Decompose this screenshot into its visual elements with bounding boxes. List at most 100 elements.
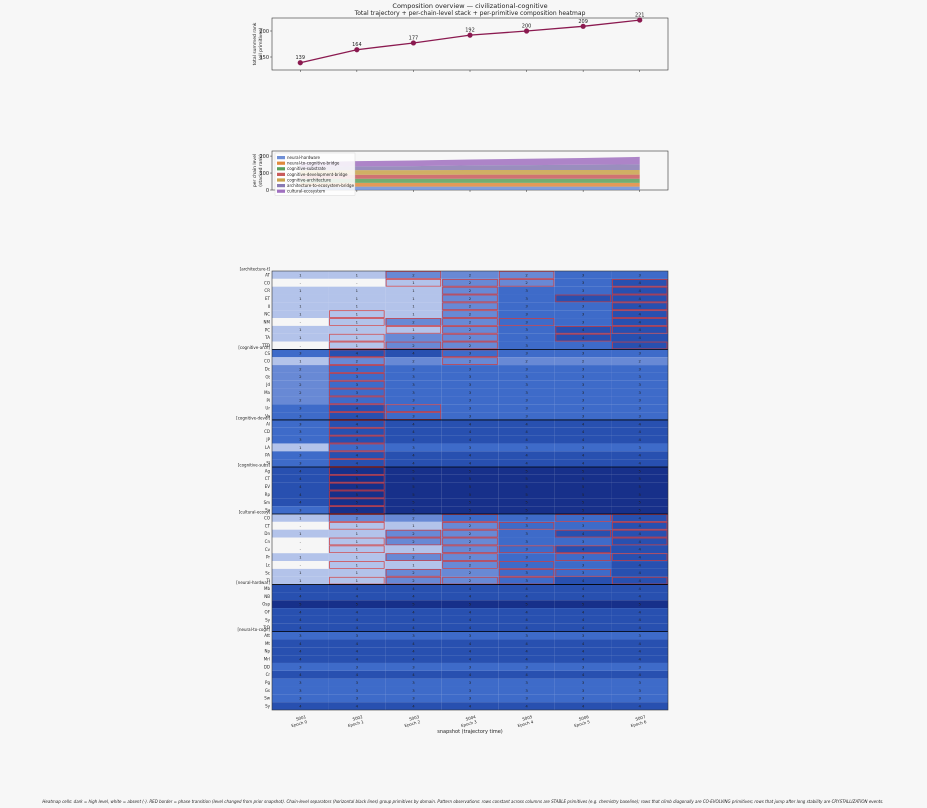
- heatmap-cell: [441, 561, 499, 569]
- heatmap-cell: [441, 466, 499, 475]
- phase-transition-border: [385, 569, 442, 577]
- heatmap-cell: [554, 357, 612, 366]
- heatmap-cell: [328, 655, 386, 663]
- heatmap-cell-value: 2: [299, 374, 302, 379]
- column-label-epoch: Epoch 6: [630, 719, 647, 728]
- heatmap-cell-value: 3: [582, 570, 585, 575]
- heatmap-cell: [272, 568, 329, 577]
- heatmap-cell: [498, 294, 555, 303]
- heatmap-cell-value: 1: [299, 515, 302, 520]
- heatmap-cell: [272, 286, 329, 295]
- heatmap-cell: [385, 553, 442, 562]
- trajectory-data-label: 221: [635, 13, 645, 19]
- phase-transition-border: [329, 537, 385, 546]
- heatmap-cell-value: 1: [356, 312, 359, 317]
- heatmap-cell: [611, 286, 668, 295]
- x-axis-label: snapshot (trajectory time): [437, 729, 503, 735]
- heatmap-cell-value: 2: [525, 359, 528, 364]
- heatmap-cell-value: 1: [412, 304, 415, 309]
- phase-transition-border: [498, 561, 555, 569]
- heatmap-cell: [328, 678, 386, 687]
- heatmap-cell-value: 4: [299, 617, 302, 622]
- heatmap-cell-value: 4: [469, 649, 472, 654]
- row-label: AT: [265, 272, 270, 277]
- heatmap-cell-value: 3: [469, 445, 472, 450]
- row-label: CT: [265, 523, 271, 528]
- heatmap-cell: [554, 553, 612, 562]
- heatmap-cell-value: 2: [299, 382, 302, 387]
- stack-band-cognitive-substrate: [300, 178, 640, 183]
- heatmap-cell-value: 1: [299, 445, 302, 450]
- heatmap-cell: [498, 592, 555, 601]
- heatmap-cell-value: 3: [356, 680, 359, 685]
- row-label: JP: [265, 437, 270, 442]
- heatmap-cell: [554, 380, 612, 389]
- heatmap-cell: [611, 372, 668, 381]
- heatmap-cell-value: 4: [525, 609, 528, 614]
- heatmap-cell: [272, 278, 329, 287]
- heatmap-cell: [441, 380, 499, 389]
- legend-swatch: [277, 172, 285, 176]
- heatmap-cell: [272, 584, 329, 593]
- phase-transition-border: [442, 286, 498, 295]
- column-label-epoch: Epoch 2: [404, 719, 421, 728]
- heatmap-cell-value: 5: [412, 468, 415, 473]
- heatmap-cell-value: 4: [469, 460, 472, 465]
- heatmap-cell: [554, 490, 612, 499]
- heatmap-cell: [441, 678, 499, 687]
- phase-transition-border: [329, 380, 385, 389]
- heatmap-cell: [554, 404, 612, 413]
- heatmap-cell: [554, 702, 612, 710]
- heatmap-cell-value: 2: [469, 547, 472, 552]
- heatmap-cell: [554, 576, 612, 585]
- heatmap-cell-value: 4: [639, 656, 642, 661]
- heatmap-cell: [328, 647, 386, 656]
- heatmap-cell: [554, 271, 612, 279]
- row-label: NB: [264, 594, 270, 599]
- heatmap-cell-value: 4: [525, 586, 528, 591]
- heatmap-cell: [272, 694, 329, 703]
- heatmap-cell-value: 4: [582, 460, 585, 465]
- heatmap-cell-value: 1: [299, 327, 302, 332]
- column-label-epoch: Epoch 4: [517, 719, 534, 728]
- heatmap-cell-value: 4: [299, 484, 302, 489]
- heatmap-cell-value: 4: [412, 453, 415, 458]
- row-label: Jd: [265, 382, 270, 387]
- heatmap-cell: [554, 466, 612, 475]
- heatmap-cell-value: 5: [469, 500, 472, 505]
- heatmap-cell: [385, 451, 442, 460]
- phase-transition-border: [329, 498, 385, 507]
- heatmap-cell-value: 3: [525, 406, 528, 411]
- heatmap-cell: [498, 694, 555, 703]
- heatmap-cell-value: 4: [582, 625, 585, 630]
- heatmap-cell-value: 4: [299, 703, 302, 708]
- stack-band-cognitive-architecture: [300, 169, 640, 175]
- heatmap-cell-value: 4: [469, 656, 472, 661]
- row-label: Lc: [266, 562, 270, 567]
- row-label: Pg: [265, 680, 270, 685]
- heatmap-cell: [554, 514, 612, 522]
- heatmap-cell: [611, 396, 668, 405]
- heatmap-cell: [611, 380, 668, 389]
- heatmap-cell-value: 4: [356, 641, 359, 646]
- heatmap-cell: [272, 404, 329, 413]
- heatmap-cell-value: 3: [525, 343, 528, 348]
- heatmap-cell-value: 3: [525, 413, 528, 418]
- heatmap-cell: [441, 529, 499, 538]
- heatmap-cell-value: 2: [582, 359, 585, 364]
- row-label: Mrl: [264, 657, 270, 662]
- phase-transition-border: [555, 569, 611, 577]
- column-label: S002: [352, 714, 364, 722]
- heatmap-cell: [385, 498, 442, 507]
- phase-transition-border: [442, 561, 498, 569]
- column-label-epoch: Epoch 3: [460, 719, 477, 728]
- heatmap-cell-value: 3: [299, 633, 302, 638]
- stack-band-cultural-ecosystem: [300, 156, 640, 168]
- heatmap-cell: [385, 655, 442, 663]
- heatmap-cell-value: 3: [356, 696, 359, 701]
- heatmap-cell: [385, 576, 442, 585]
- heatmap-cell: [272, 615, 329, 624]
- heatmap-cell-value: 2: [469, 359, 472, 364]
- heatmap-cell: [328, 419, 386, 428]
- heatmap-cell: [272, 451, 329, 460]
